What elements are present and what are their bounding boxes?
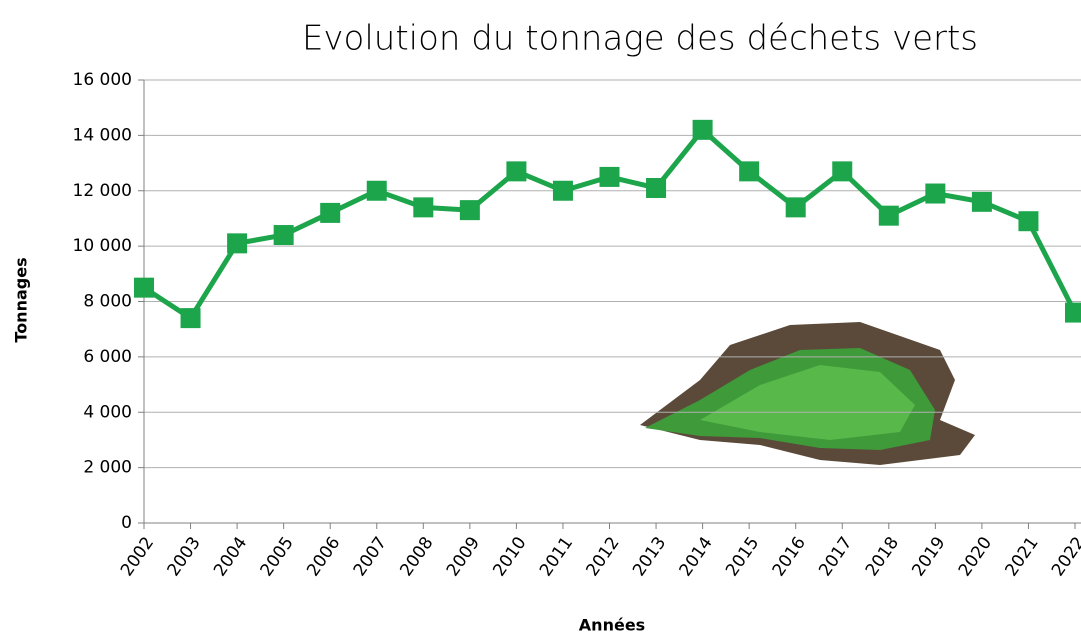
- data-marker: [413, 197, 434, 218]
- x-tick-label: 2010: [489, 533, 530, 580]
- data-line: [142, 127, 1078, 321]
- x-tick-label: 2008: [396, 533, 437, 580]
- chart-title: Evolution du tonnage des déchets verts: [302, 19, 978, 59]
- x-tick-label: 2006: [303, 533, 344, 580]
- x-tick-label: 2002: [117, 533, 158, 580]
- data-marker: [366, 180, 387, 201]
- x-tick-label: 2015: [722, 533, 763, 580]
- data-marker: [273, 225, 294, 246]
- x-tick-label: 2012: [582, 533, 623, 580]
- y-tick-label: 8 000: [83, 292, 132, 312]
- x-tick-label: 2019: [908, 533, 949, 580]
- x-tick-label: 2004: [210, 533, 251, 580]
- y-tick-label: 6 000: [83, 347, 132, 367]
- x-tick-label: 2018: [862, 533, 903, 580]
- y-tick-label: 4 000: [83, 402, 132, 422]
- data-marker: [692, 119, 713, 140]
- data-marker: [459, 200, 480, 221]
- data-marker: [878, 205, 899, 226]
- x-tick-label: 2013: [629, 533, 670, 580]
- data-marker: [599, 166, 620, 187]
- x-tick-label: 2021: [1001, 533, 1042, 580]
- x-tick-label: 2020: [955, 533, 996, 580]
- data-marker: [1065, 302, 1081, 323]
- y-tick-label: 10 000: [73, 236, 132, 256]
- data-marker: [180, 308, 201, 329]
- green-waste-picture: [640, 322, 975, 465]
- x-tick-label: 2003: [164, 533, 205, 580]
- data-marker: [1018, 211, 1039, 232]
- x-tick-label: 2014: [676, 533, 717, 580]
- y-tick-label: 12 000: [73, 181, 132, 201]
- data-marker: [227, 233, 248, 254]
- x-tick-label: 2016: [769, 533, 810, 580]
- x-tick-label: 2011: [536, 533, 577, 580]
- data-marker: [506, 161, 527, 182]
- data-marker: [134, 277, 154, 298]
- data-marker: [785, 197, 806, 218]
- data-marker: [832, 161, 853, 182]
- data-marker: [971, 191, 992, 212]
- data-marker: [925, 183, 946, 204]
- data-marker: [320, 202, 341, 223]
- x-axis-label: Années: [579, 616, 645, 635]
- y-axis-label: Tonnages: [12, 257, 31, 342]
- y-tick-label: 0: [121, 513, 132, 533]
- x-tick-label: 2009: [443, 533, 484, 580]
- data-marker: [552, 180, 573, 201]
- y-tick-label: 16 000: [73, 70, 132, 90]
- x-tick-label: 2007: [350, 533, 391, 580]
- y-tick-label: 14 000: [73, 125, 132, 145]
- data-marker: [646, 177, 667, 198]
- data-marker: [739, 161, 760, 182]
- x-tick-label: 2022: [1048, 533, 1081, 580]
- y-tick-label: 2 000: [83, 458, 132, 478]
- x-tick-label: 2017: [815, 533, 856, 580]
- x-tick-label: 2005: [257, 533, 298, 580]
